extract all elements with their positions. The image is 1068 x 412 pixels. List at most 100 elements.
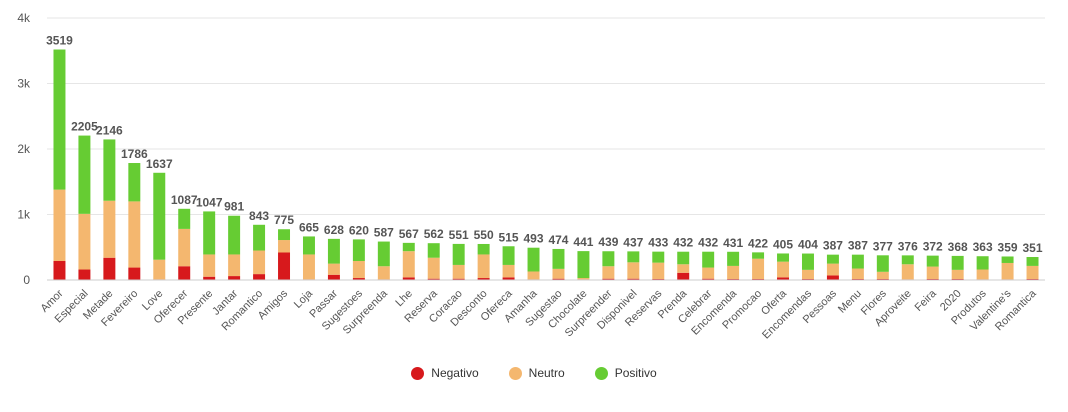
legend-marker	[508, 366, 522, 380]
total-label: 550	[474, 228, 494, 242]
bar-segment-neutro	[203, 254, 216, 277]
total-label: 1047	[196, 195, 223, 209]
total-label: 433	[648, 236, 668, 250]
bar-segment-positivo	[452, 243, 465, 265]
total-label: 628	[324, 223, 344, 237]
bar-segment-positivo	[128, 163, 141, 202]
bar-segment-negativo	[253, 274, 266, 280]
bar-segment-negativo	[777, 277, 790, 280]
bar-segment-neutro	[627, 262, 640, 279]
bar-segment-neutro	[178, 228, 191, 267]
bar-segment-neutro	[777, 261, 790, 278]
total-label: 981	[224, 200, 244, 214]
bar-segment-positivo	[602, 251, 615, 267]
bar-segment-neutro	[527, 271, 540, 280]
bar-segment-neutro	[253, 250, 266, 275]
total-label: 439	[598, 235, 618, 249]
total-label: 437	[623, 235, 643, 249]
total-label: 493	[524, 232, 544, 246]
bar-segment-negativo	[627, 278, 640, 280]
total-label: 431	[723, 236, 743, 250]
bar-segment-negativo	[352, 278, 365, 280]
bar-segment-negativo	[452, 278, 465, 280]
total-label: 551	[449, 228, 469, 242]
total-label: 441	[573, 235, 593, 249]
total-label: 405	[773, 237, 793, 251]
bar-segment-positivo	[727, 251, 740, 266]
bar-segment-negativo	[702, 278, 715, 280]
bar-segment-positivo	[427, 243, 440, 258]
bar-segment-positivo	[876, 255, 889, 272]
bar-segment-neutro	[427, 257, 440, 279]
total-label: 1087	[171, 193, 198, 207]
bar-segment-positivo	[153, 172, 166, 260]
total-label: 2146	[96, 123, 123, 137]
bar-segment-negativo	[477, 278, 490, 280]
bar-segment-positivo	[1026, 257, 1039, 266]
bar-segment-positivo	[477, 243, 490, 255]
bar-segment-negativo	[53, 261, 66, 280]
bar-segment-neutro	[677, 264, 690, 273]
x-tick-label: Feira	[913, 287, 940, 314]
legend-item-positivo[interactable]: Positivo	[594, 366, 657, 380]
bar-segment-neutro	[78, 213, 91, 270]
bar-segment-positivo	[502, 246, 515, 265]
bar-segment-neutro	[153, 259, 166, 280]
bar-segment-negativo	[103, 257, 116, 280]
bar-segment-positivo	[652, 251, 665, 263]
bar-segment-neutro	[228, 254, 241, 277]
bar-segment-neutro	[128, 201, 141, 268]
y-tick-label: 3k	[17, 77, 31, 91]
bar-segment-positivo	[1001, 256, 1014, 263]
bar-segment-neutro	[951, 269, 964, 280]
legend-item-negativo[interactable]: Negativo	[411, 366, 479, 380]
legend-item-neutro[interactable]: Neutro	[508, 366, 565, 380]
bar-segment-positivo	[552, 248, 565, 269]
legend-marker	[411, 366, 425, 380]
bar-segment-positivo	[377, 241, 390, 267]
total-label: 422	[748, 236, 768, 250]
bar-segment-neutro	[452, 264, 465, 279]
bar-segment-positivo	[702, 251, 715, 268]
bar-segment-negativo	[178, 266, 191, 280]
bar-segment-neutro	[552, 268, 565, 279]
bar-segment-neutro	[652, 262, 665, 280]
bar-segment-neutro	[801, 269, 814, 280]
bar-segment-positivo	[926, 255, 939, 267]
bar-segment-neutro	[278, 240, 291, 253]
bar-segment-negativo	[78, 269, 91, 280]
bar-segment-positivo	[103, 139, 116, 201]
bar-segment-negativo	[826, 275, 839, 280]
bar-segment-positivo	[577, 251, 590, 279]
total-label: 372	[923, 240, 943, 254]
total-label: 665	[299, 220, 319, 234]
bar-segment-negativo	[228, 276, 241, 280]
bar-segment-negativo	[402, 277, 415, 280]
bar-segment-neutro	[53, 189, 66, 262]
bar-segment-positivo	[801, 253, 814, 270]
bar-segment-positivo	[402, 242, 415, 252]
bar-segment-negativo	[502, 277, 515, 280]
total-label: 587	[374, 226, 394, 240]
bar-segment-neutro	[752, 258, 765, 280]
bar-segment-neutro	[876, 271, 889, 280]
bar-segment-negativo	[278, 252, 291, 280]
total-label: 620	[349, 223, 369, 237]
legend-label: Positivo	[614, 366, 657, 380]
bar-segment-positivo	[627, 251, 640, 263]
bar-segment-negativo	[327, 274, 340, 280]
y-tick-label: 2k	[17, 142, 31, 156]
bar-segment-positivo	[677, 251, 690, 265]
bar-segment-neutro	[727, 265, 740, 280]
bar-segment-negativo	[203, 276, 216, 280]
total-label: 377	[873, 239, 893, 253]
y-tick-label: 0	[23, 273, 30, 287]
bar-segment-positivo	[851, 254, 864, 269]
total-label: 562	[424, 227, 444, 241]
bar-segment-neutro	[976, 269, 989, 280]
total-label: 387	[823, 239, 843, 253]
bar-segment-neutro	[352, 261, 365, 279]
total-label: 432	[673, 236, 693, 250]
bar-segment-negativo	[128, 267, 141, 280]
